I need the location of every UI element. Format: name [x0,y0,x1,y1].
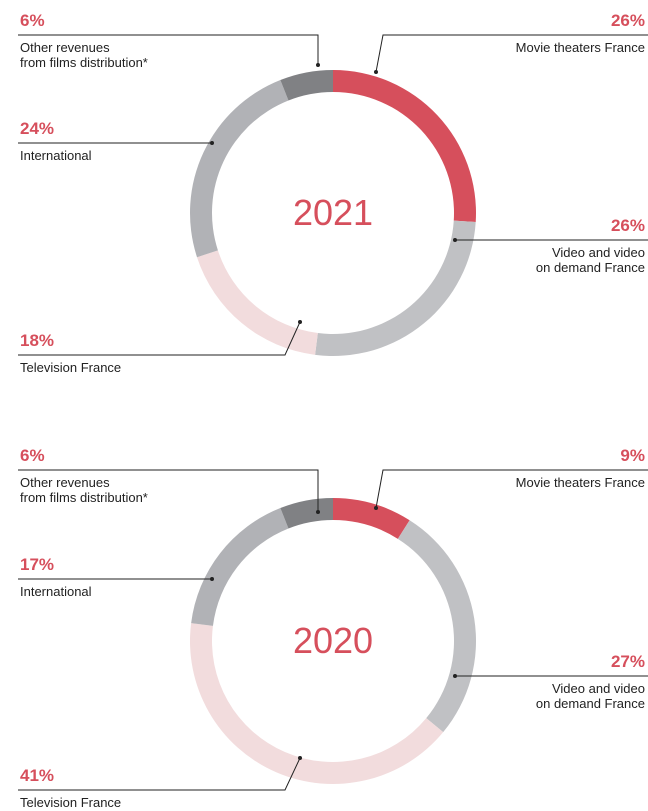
donut-segment [315,220,476,356]
category-label: International [20,148,92,163]
leader-line [18,34,319,65]
donut-segment [333,70,476,222]
category-label: Video and video on demand France [535,245,645,275]
donut-segment [196,250,318,355]
category-label: Video and video on demand France [535,681,645,711]
value-label: 6% [20,11,45,30]
leader-dot [316,63,320,67]
center-label: 2021 [292,192,374,233]
value-label: 17% [20,555,55,574]
leader-line [375,469,648,509]
leader-line [18,757,301,791]
value-label: 41% [20,766,55,785]
value-label: 6% [20,446,45,465]
leader-line [18,469,319,512]
value-label: 18% [20,331,55,350]
leader-dot [298,320,302,324]
leader-dot [374,70,378,74]
donut-segment [397,520,476,733]
leader-dot [316,510,320,514]
leader-dot [210,141,214,145]
category-label: Other revenues from films distribution* [20,475,148,505]
leader-dot [453,238,457,242]
donut-segment [189,623,444,784]
leader-line [375,34,648,73]
donut-segment [280,498,333,529]
category-label: Movie theaters France [515,475,645,490]
category-label: Television France [20,795,122,810]
donut-segment [333,498,410,539]
center-label: 2020 [292,620,374,661]
leader-dot [374,506,378,510]
leader-dot [210,577,214,581]
donut-segment [280,70,333,101]
category-label: Television France [20,360,122,375]
category-label: International [20,584,92,599]
category-label: Other revenues from films distribution* [20,40,148,70]
value-label: 24% [20,119,55,138]
donut-segment [191,508,289,626]
value-label: 27% [610,652,645,671]
donut-segment [189,80,289,258]
leader-dot [298,756,302,760]
value-label: 26% [610,11,645,30]
value-label: 26% [610,216,645,235]
value-label: 9% [620,446,645,465]
leader-dot [453,674,457,678]
leader-line [18,321,301,356]
category-label: Movie theaters France [515,40,645,55]
